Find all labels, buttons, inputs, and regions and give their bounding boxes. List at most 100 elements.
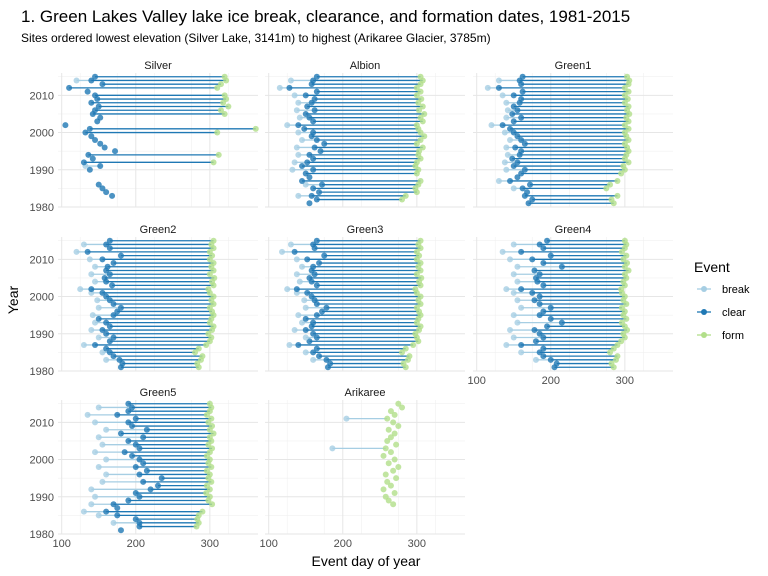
form-point (625, 159, 632, 166)
clear-point (86, 125, 93, 132)
clear-point (509, 110, 516, 117)
form-point (621, 129, 628, 136)
break-point (503, 166, 510, 173)
break-point (514, 297, 521, 304)
form-point (413, 248, 420, 255)
segments (332, 417, 388, 450)
x-tick-label: 300 (616, 375, 634, 387)
clear-point (313, 196, 320, 203)
clear-point (311, 96, 318, 103)
clear-point (92, 73, 99, 80)
form-point (402, 345, 409, 352)
form-point (195, 512, 202, 519)
form-point (416, 107, 423, 114)
form-point (621, 92, 628, 99)
segments (83, 403, 214, 528)
clear-point (547, 315, 554, 322)
break-point (95, 304, 102, 311)
form-point (217, 81, 224, 88)
break-point (510, 185, 517, 192)
break-point (302, 349, 309, 356)
clear-point (129, 423, 136, 430)
clear-point (310, 129, 317, 136)
clear-point (143, 467, 150, 474)
clear-point (518, 170, 525, 177)
form-point (382, 471, 389, 478)
break-point (286, 341, 293, 348)
clear-point (323, 356, 330, 363)
break-point (310, 356, 317, 363)
clear-point (510, 163, 517, 170)
form-point (252, 125, 259, 132)
form-point (413, 122, 420, 129)
clear-point (89, 155, 96, 162)
form-point (413, 271, 420, 278)
form-point (221, 110, 228, 117)
form-point (416, 148, 423, 155)
clear-point (295, 122, 302, 129)
clear-point (136, 456, 143, 463)
clear-point (310, 330, 317, 337)
clear-point (106, 323, 113, 330)
break-point (518, 304, 525, 311)
form-point (621, 140, 628, 147)
clear-point (518, 137, 525, 143)
clear-point (103, 189, 110, 196)
clear-point (540, 282, 547, 289)
facet-strip-label: Green5 (140, 387, 177, 399)
clear-point (316, 189, 323, 196)
clear-point (99, 289, 106, 296)
clear-point (95, 103, 102, 110)
form-point (385, 426, 392, 433)
form-point (614, 353, 621, 360)
break-point (514, 319, 521, 326)
form-point (625, 267, 632, 274)
clear-point (306, 174, 313, 181)
clear-point (103, 241, 110, 248)
form-point (607, 349, 614, 356)
clear-point (313, 137, 320, 143)
clear-point (311, 144, 318, 151)
clear-point (132, 490, 139, 497)
clear-point (540, 353, 547, 360)
form-point (391, 490, 398, 497)
clear-point (99, 81, 106, 88)
break-point (284, 286, 291, 293)
form-point (393, 475, 400, 482)
clear-point (524, 189, 531, 196)
x-tick-label: 100 (260, 538, 278, 550)
form-point (210, 260, 217, 267)
break-point (295, 192, 302, 199)
form-point (618, 338, 625, 345)
y-tick-label: 1990 (30, 492, 54, 504)
form-point (384, 415, 391, 422)
clear-point (302, 315, 309, 322)
clear-point (143, 426, 150, 433)
x-tick-label: 200 (334, 538, 352, 550)
form-point (387, 434, 394, 441)
form-point (380, 452, 387, 459)
y-tick-label: 1980 (30, 529, 54, 541)
chart-subtitle: Sites ordered lowest elevation (Silver L… (21, 31, 491, 45)
x-tick-label: 200 (127, 538, 145, 550)
break-point (343, 415, 350, 422)
clear-point (304, 256, 311, 263)
break-point (504, 107, 511, 114)
clear-point (521, 140, 528, 147)
form-point (607, 181, 614, 188)
break-point (295, 151, 302, 158)
clear-point (114, 512, 121, 519)
break-point (287, 77, 294, 84)
clear-point (304, 289, 311, 296)
clear-point (147, 486, 154, 493)
clear-point (313, 237, 320, 244)
form-point (417, 137, 424, 143)
break-point (89, 312, 96, 319)
form-point (391, 411, 398, 418)
form-point (210, 293, 217, 300)
clear-point (97, 140, 104, 147)
clear-point (529, 196, 536, 203)
form-point (382, 493, 389, 500)
form-point (417, 88, 424, 95)
